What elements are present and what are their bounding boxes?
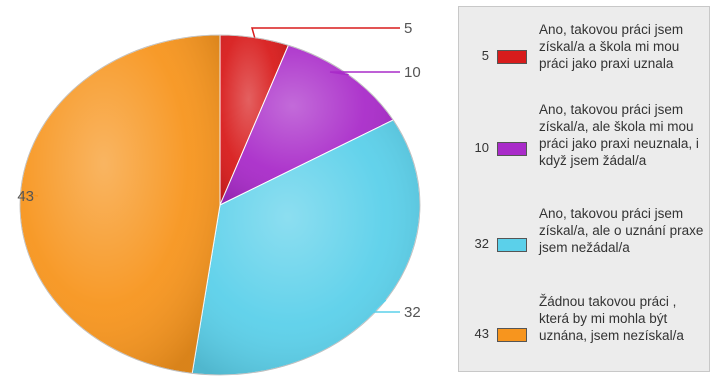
slice-value-label: 10 — [404, 64, 421, 81]
slice-value-label: 32 — [404, 304, 421, 321]
slice-value-label: 5 — [404, 20, 412, 37]
pie-slice-shading — [192, 120, 421, 376]
pie-chart: 5 10 32 43 — [17, 20, 421, 376]
legend-swatch — [497, 50, 527, 64]
legend-item: 10 Ano, takovou práci jsem získal/a, ale… — [459, 97, 709, 197]
legend-item: 32 Ano, takovou práci jsem získal/a, ale… — [459, 201, 709, 289]
slice-value-label: 43 — [17, 188, 34, 205]
legend: 5 Ano, takovou práci jsem získal/a a ško… — [458, 6, 710, 372]
legend-value: 10 — [474, 140, 489, 155]
leader-line — [251, 27, 400, 38]
legend-label: Ano, takovou práci jsem získal/a a škola… — [539, 22, 684, 71]
legend-value: 43 — [474, 326, 489, 341]
legend-value: 5 — [481, 48, 489, 63]
leader-line — [329, 71, 400, 76]
legend-item: 5 Ano, takovou práci jsem získal/a a ško… — [459, 15, 709, 95]
pie-slice-shading — [19, 34, 220, 374]
leader-line — [20, 192, 39, 197]
legend-label: Ano, takovou práci jsem získal/a, ale šk… — [539, 102, 699, 168]
leader-line — [369, 299, 400, 313]
pie-slice-shading — [220, 45, 394, 205]
legend-swatch — [497, 142, 527, 156]
pie-slice-shading — [220, 35, 289, 205]
legend-label: Ano, takovou práci jsem získal/a, ale o … — [539, 206, 704, 255]
legend-swatch — [497, 238, 527, 252]
legend-label: Žádnou takovou práci , která by mi mohla… — [539, 294, 684, 343]
legend-item: 43 Žádnou takovou práci , která by mi mo… — [459, 289, 709, 373]
legend-value: 32 — [474, 236, 489, 251]
legend-swatch — [497, 328, 527, 342]
pie-outline — [19, 34, 421, 376]
